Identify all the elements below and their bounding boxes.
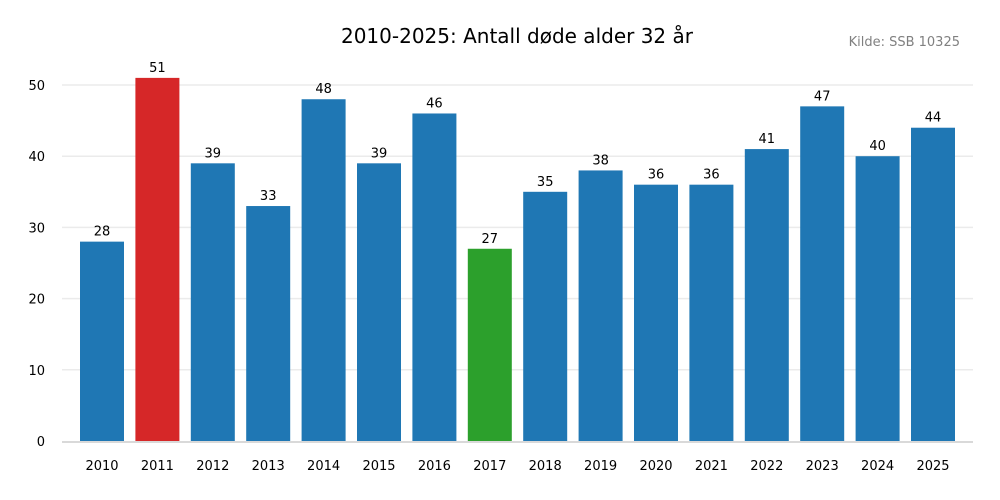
x-tick-label: 2021 [695,459,728,474]
bar-2012 [190,163,235,441]
data-label: 39 [205,146,222,161]
data-label: 40 [869,139,886,154]
data-label: 36 [648,168,665,183]
data-label: 36 [703,168,720,183]
data-label: 48 [315,82,332,97]
bar-2014 [301,99,346,442]
source-note: Kilde: SSB 10325 [848,35,960,50]
data-label: 46 [426,96,443,111]
data-label: 51 [149,61,166,76]
y-tick-label: 10 [28,364,45,379]
chart-title: 2010-2025: Antall døde alder 32 år [340,24,693,48]
bar-2019 [578,170,623,441]
x-tick-label: 2012 [196,459,229,474]
x-tick-label: 2014 [307,459,340,474]
bar-2013 [246,206,291,441]
bar-2025 [911,127,955,441]
bar-2015 [357,163,401,441]
data-label: 47 [814,89,831,104]
x-tick-label: 2025 [916,459,949,474]
data-label: 38 [592,153,609,168]
y-tick-label: 0 [37,435,45,450]
x-tick-label: 2016 [418,459,451,474]
data-label: 27 [482,232,499,247]
bar-2023 [800,106,845,442]
bar-2024 [855,156,900,441]
x-tick-label: 2015 [362,459,395,474]
y-tick-label: 50 [28,79,45,94]
y-tick-label: 30 [28,221,45,236]
data-label: 33 [260,189,277,204]
x-tick-label: 2023 [806,459,839,474]
x-tick-label: 2020 [639,459,672,474]
bar-2018 [523,191,568,441]
bar-2020 [634,184,678,441]
bar-2022 [744,149,789,441]
bar-2010 [80,241,124,441]
bar-2021 [689,184,734,441]
data-label: 44 [925,111,942,126]
bar-2011 [135,77,180,441]
x-tick-label: 2018 [529,459,562,474]
y-tick-label: 40 [28,150,45,165]
x-tick-label: 2017 [473,459,506,474]
x-tick-label: 2013 [252,459,285,474]
x-tick-label: 2011 [141,459,174,474]
y-tick-label: 20 [28,293,45,308]
x-tick-label: 2019 [584,459,617,474]
bar-2016 [412,113,457,441]
data-label: 41 [759,132,776,147]
x-tick-label: 2024 [861,459,894,474]
x-tick-label: 2010 [85,459,118,474]
data-label: 39 [371,146,388,161]
data-label: 28 [94,225,111,240]
x-tick-label: 2022 [750,459,783,474]
bar-2017 [467,248,512,441]
data-label: 35 [537,175,554,190]
